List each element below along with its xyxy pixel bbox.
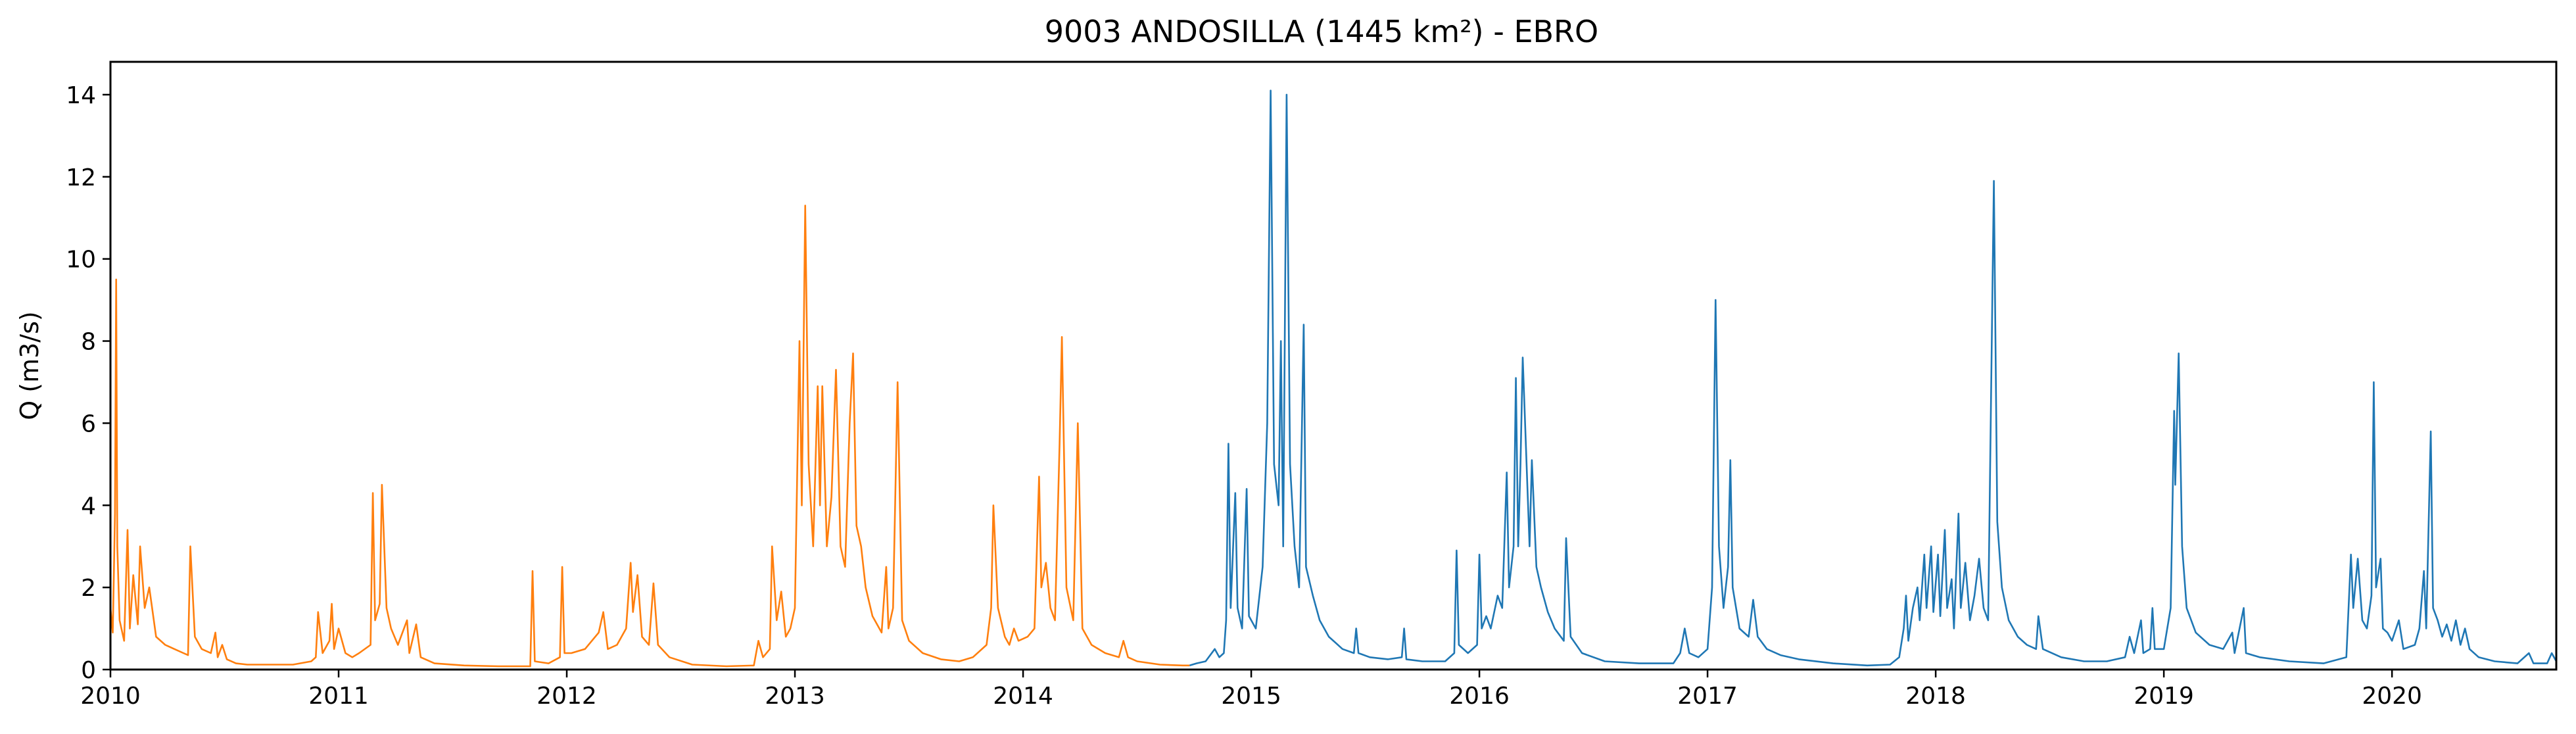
x-axis: 2010 2011 2012 2013 2014 2015 2016 2017 2018 2019… [80, 670, 2422, 710]
y-tick-label-4: 4 [81, 493, 96, 520]
y-tick-label-14: 14 [66, 82, 96, 109]
x-tick-label-2010: 2010 [80, 683, 141, 710]
series-line-1 [110, 205, 1190, 668]
x-tick-label-2016: 2016 [1449, 683, 1510, 710]
y-tick-label-8: 8 [81, 329, 96, 356]
y-tick-label-10: 10 [66, 247, 96, 274]
series-line-2 [1189, 89, 2556, 667]
x-tick-label-2020: 2020 [2362, 683, 2422, 710]
y-tick-label-0: 0 [81, 657, 96, 684]
y-tick-label-2: 2 [81, 575, 96, 602]
x-tick-label-2012: 2012 [537, 683, 597, 710]
x-tick-label-2013: 2013 [765, 683, 825, 710]
y-tick-label-12: 12 [66, 164, 96, 191]
chart-title: 9003 ANDOSILLA (1445 km²) - EBRO [1045, 14, 1598, 49]
y-axis-label: Q (m3/s) [15, 311, 44, 420]
plot-frame [109, 61, 2558, 671]
x-tick-label-2018: 2018 [1905, 683, 1966, 710]
x-tick-label-2019: 2019 [2134, 683, 2194, 710]
x-tick-label-2017: 2017 [1677, 683, 1738, 710]
x-tick-label-2015: 2015 [1221, 683, 1281, 710]
x-tick-label-2014: 2014 [993, 683, 1053, 710]
y-tick-label-6: 6 [81, 410, 96, 437]
y-axis: 0 2 4 6 8 10 12 14 [66, 82, 110, 684]
series-layer [110, 89, 2556, 668]
x-tick-label-2011: 2011 [308, 683, 369, 710]
